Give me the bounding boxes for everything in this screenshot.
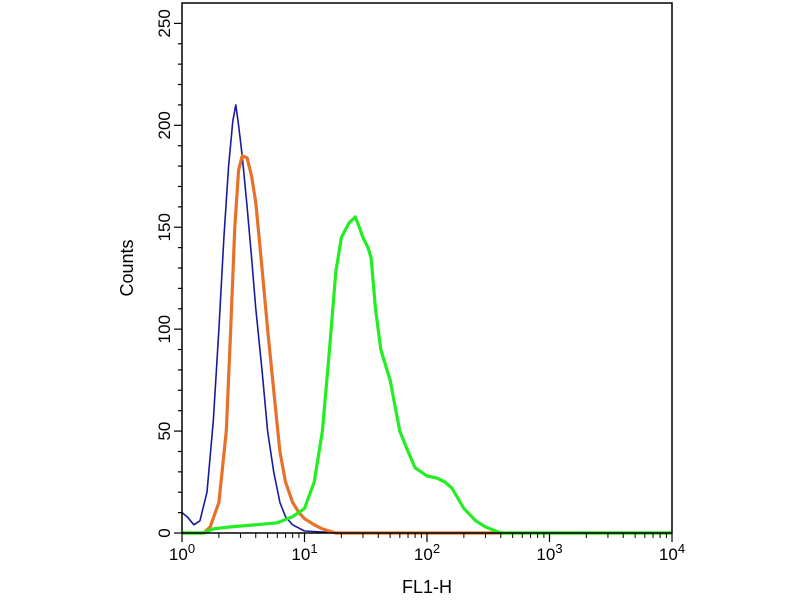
y-tick-label: 100 [155, 315, 174, 343]
y-tick-label: 0 [155, 528, 174, 537]
x-tick-label: 102 [414, 541, 440, 564]
y-tick-label: 250 [155, 9, 174, 37]
series-line-2 [182, 154, 672, 535]
x-tick-label: 103 [536, 541, 562, 564]
series-layer [181, 104, 672, 535]
x-tick-label: 101 [291, 541, 317, 564]
y-tick-label: 150 [155, 213, 174, 241]
y-axis-title: Counts [117, 239, 137, 296]
x-tick-label: 104 [659, 541, 685, 564]
tick-layer: 0 50 100 150 200 250 100 101 102 103 104 [155, 9, 685, 564]
x-tick-label: 100 [169, 541, 195, 564]
x-axis-title: FL1-H [402, 577, 452, 597]
plot-frame [181, 2, 673, 534]
series-line-1 [181, 104, 672, 534]
y-tick-label: 200 [155, 111, 174, 139]
y-tick-label: 50 [155, 422, 174, 441]
series-line-3 [182, 215, 672, 535]
